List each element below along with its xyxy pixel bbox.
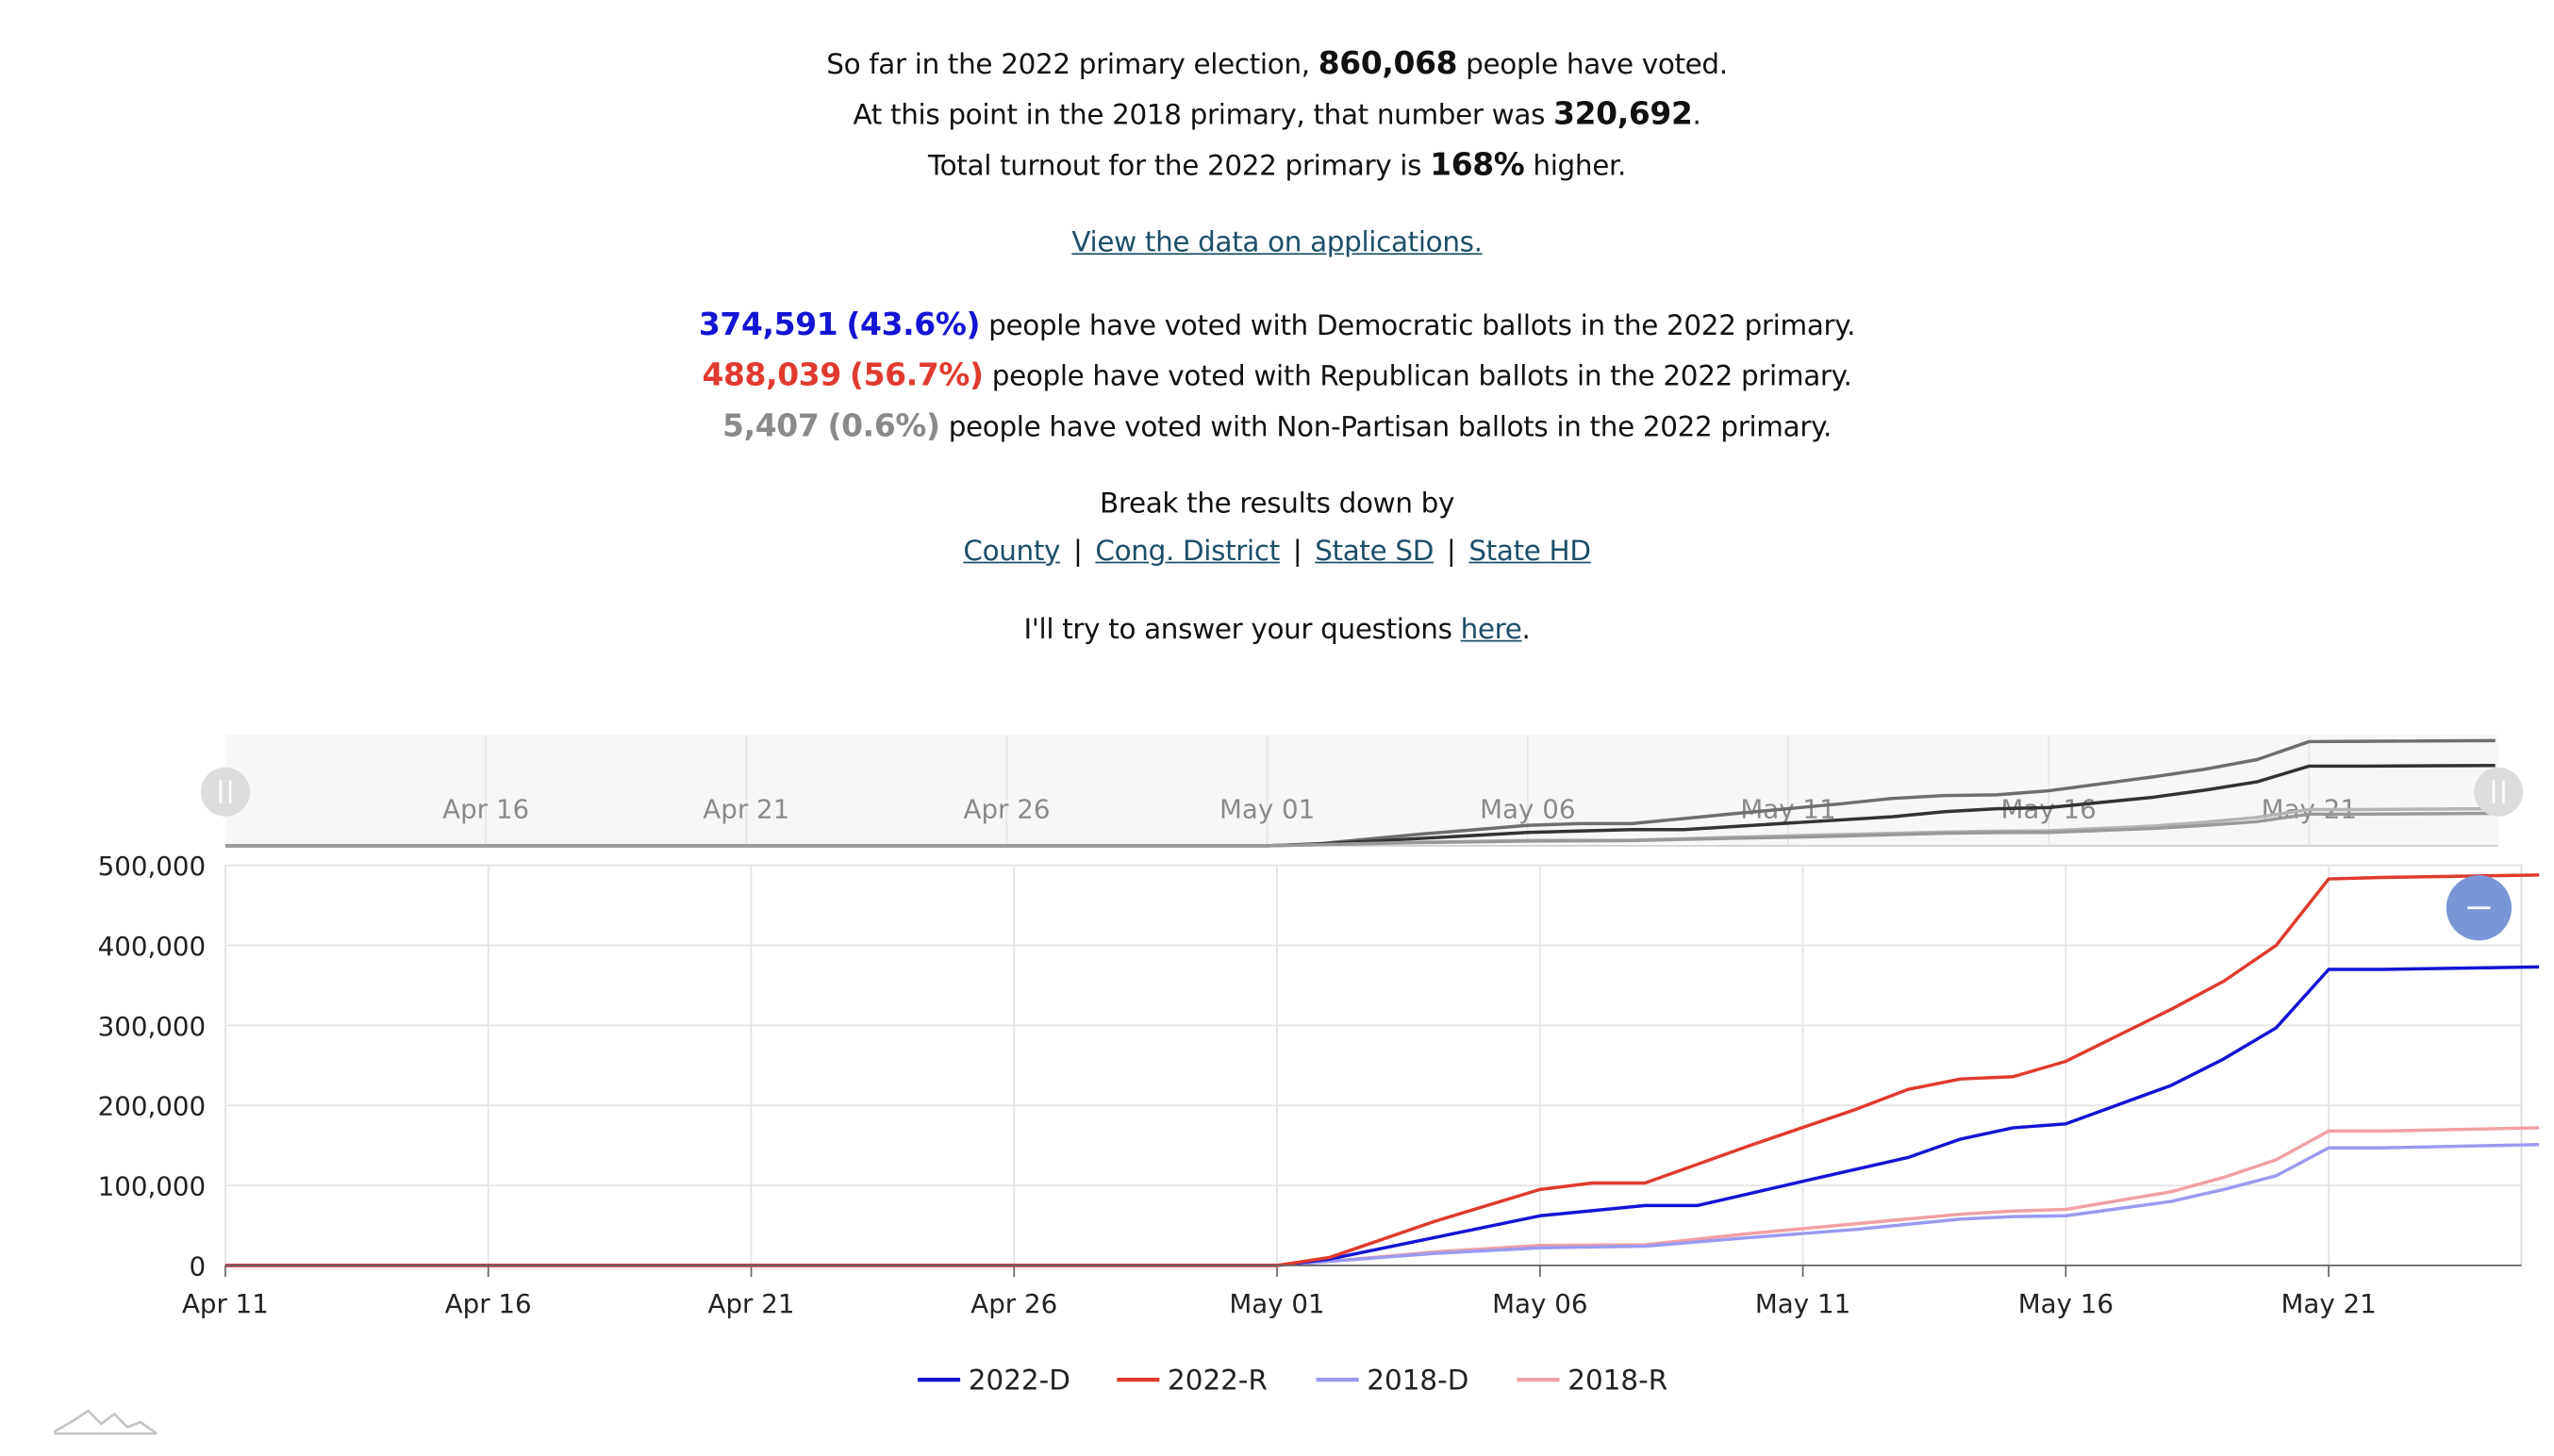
reset-zoom-button[interactable] [2446, 875, 2513, 941]
series-line-2018-D [224, 1143, 2540, 1267]
navigator-tick-label: May 01 [1219, 793, 1315, 824]
y-tick-label: 200,000 [98, 1091, 207, 1122]
democratic-count: 374,591 [698, 306, 838, 343]
state-sd-link[interactable]: State SD [1315, 535, 1435, 569]
republican-count: 488,039 [702, 357, 841, 394]
legend-label: 2018-D [1367, 1365, 1468, 1397]
x-tick-label: May 01 [1229, 1288, 1324, 1319]
navigator-tick-label: May 06 [1480, 793, 1575, 824]
republican-line: 488,039 (56.7%) people have voted with R… [0, 357, 2554, 393]
previous-votes-text: At this point in the 2018 primary, that … [853, 99, 1554, 133]
x-tick-label: May 16 [2018, 1288, 2114, 1319]
series-line-2022-R [224, 873, 2540, 1267]
y-tick-label: 100,000 [98, 1170, 207, 1201]
turnout-change-text: Total turnout for the 2022 primary is [928, 150, 1431, 183]
democratic-line: 374,591 (43.6%) people have voted with D… [0, 307, 2554, 343]
y-axis-labels: 0 100,000 200,000 300,000 400,000 500,000 [98, 851, 207, 1282]
nonpartisan-percent: (0.6%) [827, 407, 940, 444]
legend-item-2022-D[interactable]: 2022-D [918, 1365, 1070, 1397]
navigator-tick-label: Apr 16 [442, 793, 529, 824]
applications-link-row: View the data on applications. [0, 227, 2554, 260]
navigator-right-handle[interactable] [2474, 767, 2524, 817]
total-votes-text: So far in the 2022 primary election, [826, 48, 1318, 82]
x-tick-label: Apr 11 [182, 1288, 269, 1319]
navigator-series [224, 738, 2496, 848]
link-separator: | [1292, 535, 1302, 569]
questions-text-end: . [1521, 614, 1531, 647]
republican-text: people have voted with Republican ballot… [983, 360, 1852, 394]
navigator-right-handle-knob[interactable] [2474, 767, 2524, 817]
state-hd-link[interactable]: State HD [1468, 535, 1591, 569]
legend-item-2018-D[interactable]: 2018-D [1316, 1365, 1469, 1397]
x-tick-label: Apr 26 [970, 1288, 1057, 1319]
link-separator: | [1446, 535, 1456, 569]
x-gridlines [224, 865, 2330, 1278]
x-axis-labels: Apr 11 Apr 16 Apr 21 Apr 26 May 01 May 06 May … [182, 1288, 2377, 1319]
navigator-line-2018-D [224, 811, 2496, 848]
questions-link[interactable]: here [1460, 614, 1522, 647]
navigator-tick-label: Apr 21 [703, 793, 789, 824]
previous-votes-text-end: . [1692, 99, 1701, 133]
y-tick-label: 500,000 [98, 851, 207, 882]
y-tick-label: 400,000 [98, 931, 207, 962]
x-tick-label: May 11 [1755, 1288, 1850, 1319]
x-tick-label: Apr 16 [445, 1288, 532, 1319]
legend: 2022-D 2022-R 2018-D 2018-R [918, 1365, 1667, 1397]
questions-text: I'll try to answer your questions [1023, 614, 1461, 647]
plot-area[interactable] [224, 864, 2523, 1266]
turnout-change-line: Total turnout for the 2022 primary is 16… [0, 147, 2554, 183]
total-votes-text-end: people have voted. [1457, 48, 1728, 82]
navigator-tick-label: Apr 26 [964, 793, 1051, 824]
turnout-change-percent: 168% [1430, 146, 1525, 183]
questions-line: I'll try to answer your questions here. [0, 614, 2554, 647]
link-separator: | [1073, 535, 1083, 569]
x-tick-label: May 21 [2280, 1288, 2376, 1319]
breakdown-label: Break the results down by [1100, 488, 1455, 521]
y-tick-label: 300,000 [98, 1011, 207, 1042]
x-tick-label: Apr 21 [708, 1288, 795, 1319]
total-votes-number: 860,068 [1318, 45, 1458, 82]
total-votes-line: So far in the 2022 primary election, 860… [0, 45, 2554, 81]
mountain-logo-icon [53, 1409, 158, 1435]
previous-votes-line: At this point in the 2018 primary, that … [0, 96, 2554, 132]
legend-item-2018-R[interactable]: 2018-R [1517, 1365, 1668, 1397]
county-link[interactable]: County [963, 535, 1061, 569]
democratic-text: people have voted with Democratic ballot… [980, 309, 1856, 343]
legend-label: 2018-R [1567, 1365, 1667, 1397]
legend-label: 2022-D [969, 1365, 1070, 1397]
turnout-change-text-end: higher. [1524, 150, 1627, 183]
nonpartisan-text: people have voted with Non-Partisan ball… [939, 411, 1833, 444]
y-tick-label: 0 [190, 1250, 207, 1282]
turnout-chart[interactable]: Apr 16 Apr 21 Apr 26 May 01 May 06 May 11 May … [0, 719, 2554, 1455]
breakdown-links: County | Cong. District | State SD | State HD [0, 536, 2554, 569]
series-lines [224, 873, 2540, 1267]
republican-percent: (56.7%) [849, 357, 984, 394]
legend-label: 2022-R [1168, 1365, 1268, 1397]
previous-votes-number: 320,692 [1553, 96, 1693, 133]
x-tick-label: May 06 [1492, 1288, 1587, 1319]
applications-link[interactable]: View the data on applications. [1071, 226, 1483, 260]
chart-logo-icon [53, 1409, 158, 1435]
cong-district-link[interactable]: Cong. District [1095, 535, 1280, 569]
nonpartisan-line: 5,407 (0.6%) people have voted with Non-… [0, 408, 2554, 444]
legend-item-2022-R[interactable]: 2022-R [1117, 1365, 1268, 1397]
nonpartisan-count: 5,407 [722, 407, 820, 444]
democratic-percent: (43.6%) [846, 306, 981, 343]
navigator-left-handle[interactable] [200, 767, 250, 817]
navigator-left-handle-knob[interactable] [200, 767, 250, 817]
